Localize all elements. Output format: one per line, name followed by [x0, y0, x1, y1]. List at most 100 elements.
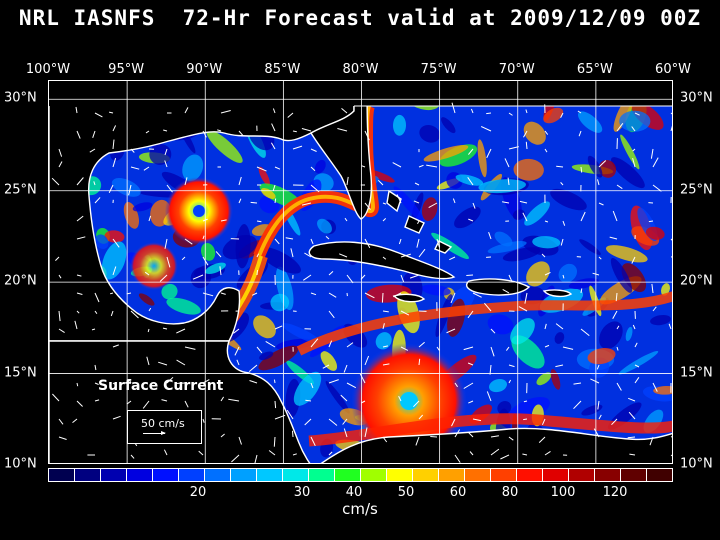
longitude-tick: 75°W [420, 62, 457, 77]
colorbar-segment [309, 469, 335, 481]
colorbar-segment [621, 469, 647, 481]
current-vector [217, 129, 222, 132]
map-title: NRL IASNFS 72-Hr Forecast valid at 2009/… [18, 6, 702, 30]
current-vector [159, 274, 168, 282]
current-vector [632, 324, 636, 330]
current-vector [184, 107, 189, 114]
current-vector [392, 292, 402, 298]
current-vector [463, 346, 474, 351]
speed-patch [421, 284, 451, 296]
vector-scale-text: 50 cm/s [141, 417, 185, 430]
current-vector [418, 341, 425, 348]
speed-patch [161, 283, 178, 300]
speed-patch [645, 226, 665, 240]
current-vector [158, 361, 168, 366]
current-vector [544, 271, 551, 276]
current-vector [468, 148, 474, 155]
current-vector [164, 160, 168, 168]
current-vector [578, 130, 582, 137]
current-vector [126, 400, 132, 405]
longitude-tick: 65°W [576, 62, 613, 77]
current-vector [634, 377, 640, 384]
current-vector [508, 436, 514, 441]
current-vector [580, 166, 583, 173]
speed-patch [314, 159, 326, 174]
latitude-tick-left: 30°N [4, 90, 37, 106]
current-vector [340, 394, 348, 402]
current-vector [652, 382, 658, 392]
colorbar-segment [101, 469, 127, 481]
speed-patch [270, 293, 290, 312]
current-vector [292, 453, 297, 456]
speed-patch [512, 209, 526, 221]
current-vector [184, 177, 188, 186]
current-vector [328, 451, 333, 456]
current-vector [524, 292, 528, 304]
current-vector [541, 418, 546, 426]
speed-patch [650, 314, 671, 326]
current-vector [409, 274, 420, 279]
current-vector [556, 165, 564, 168]
speed-patch [550, 369, 561, 390]
current-vector [544, 323, 547, 330]
current-vector [523, 130, 528, 138]
current-vector [112, 139, 115, 150]
current-vector [562, 346, 574, 350]
speed-patch [587, 155, 603, 178]
current-vector [93, 181, 96, 186]
current-vector [377, 179, 384, 186]
current-vector [268, 450, 276, 456]
current-vector [303, 274, 312, 281]
current-vector [484, 302, 492, 312]
current-vector [328, 271, 334, 276]
longitude-tick: 70°W [498, 62, 535, 77]
colorbar-tick: 20 [189, 485, 207, 500]
current-vector [398, 395, 402, 402]
current-vector [544, 130, 549, 135]
colorbar-segment [413, 469, 439, 481]
current-vector [480, 126, 492, 132]
current-vector [250, 201, 258, 204]
current-vector [468, 400, 474, 404]
current-map [48, 80, 673, 464]
current-vector [130, 166, 140, 170]
speed-patch [587, 347, 616, 365]
current-vector [541, 253, 546, 258]
speed-patch [95, 234, 109, 249]
speed-patch [253, 315, 276, 339]
current-vector [451, 102, 456, 114]
speed-patch [285, 378, 301, 418]
current-vector [58, 436, 67, 440]
speed-patch [619, 110, 651, 132]
current-vector [310, 436, 316, 447]
speed-patch [488, 379, 508, 393]
speed-patch [605, 245, 648, 263]
current-vector [256, 346, 263, 354]
current-vector [166, 256, 171, 268]
current-vector [112, 382, 117, 386]
colorbar-segment [283, 469, 309, 481]
speed-patch [477, 139, 487, 178]
speed-patch [205, 262, 226, 274]
current-vector [234, 346, 240, 356]
current-vector [580, 211, 586, 222]
current-vector [292, 130, 297, 133]
current-vector [616, 382, 622, 391]
current-vector [163, 129, 168, 132]
current-vector [525, 109, 528, 114]
speed-patch [201, 242, 216, 261]
current-vector [274, 238, 280, 245]
current-vector [450, 292, 456, 304]
current-vector [76, 236, 86, 240]
current-vector [652, 306, 657, 312]
speed-patch [581, 404, 603, 416]
current-vector [164, 148, 168, 156]
current-vector [519, 200, 528, 204]
current-vector [670, 436, 672, 438]
current-vector [202, 379, 210, 384]
current-vector [598, 414, 602, 420]
colorbar-segment [465, 469, 491, 481]
current-vector [651, 283, 654, 294]
current-vector [52, 393, 60, 402]
current-vector [381, 292, 384, 303]
